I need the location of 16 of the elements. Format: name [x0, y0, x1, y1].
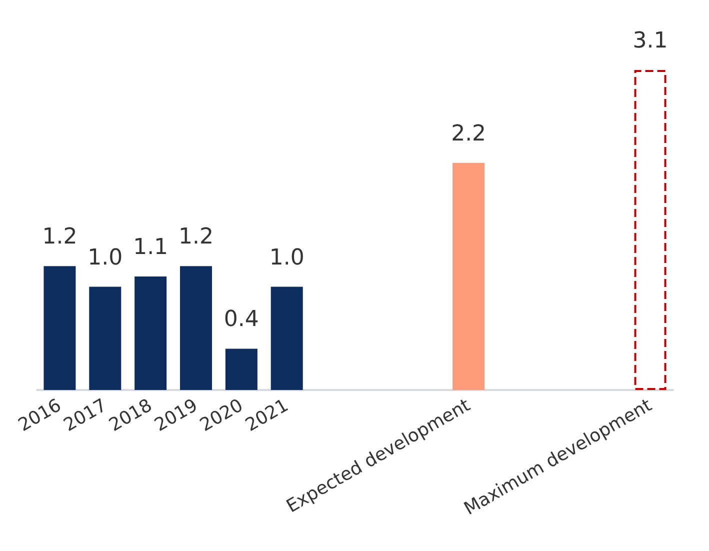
bar	[270, 286, 303, 390]
data-label: 3.1	[632, 28, 668, 54]
data-label: 1.2	[178, 224, 214, 250]
data-label: 1.0	[269, 245, 304, 270]
bar	[134, 276, 167, 390]
bar	[44, 266, 76, 390]
bar	[89, 286, 122, 390]
bar	[180, 266, 212, 390]
data-label: 1.2	[42, 224, 78, 250]
data-label: 2.2	[451, 121, 486, 146]
bar	[225, 348, 258, 390]
data-label: 1.0	[88, 245, 123, 270]
bar	[634, 70, 666, 390]
bar	[452, 162, 485, 390]
data-label: 0.4	[224, 307, 259, 332]
data-label: 1.1	[133, 234, 168, 260]
